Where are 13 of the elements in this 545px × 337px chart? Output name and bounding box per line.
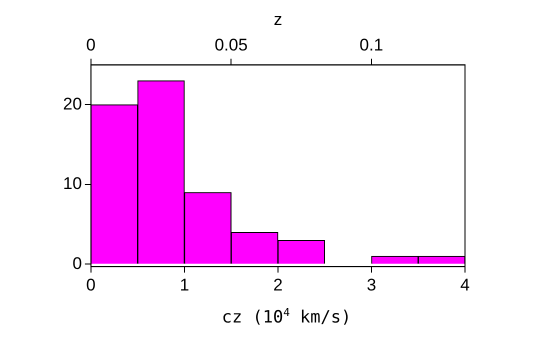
x-tick-label: 1: [180, 275, 190, 294]
x-tick-label: 4: [460, 275, 470, 294]
x2-tick-label: 0: [86, 35, 96, 54]
x-axis-title: cz (10$^{4}$ km/s): [220, 306, 352, 328]
x-tick-label: 2: [273, 275, 283, 294]
x2-tick-label: 0.1: [360, 35, 384, 54]
x-tick-label: 0: [86, 275, 96, 294]
x2-axis-title: z: [274, 10, 282, 29]
x-tick-label: 3: [366, 275, 376, 294]
y-tick-label: 20: [62, 94, 82, 114]
x2-tick-label: 0.05: [214, 35, 248, 54]
y-tick-label: 10: [62, 174, 82, 194]
y-tick-label: 0: [72, 254, 82, 273]
